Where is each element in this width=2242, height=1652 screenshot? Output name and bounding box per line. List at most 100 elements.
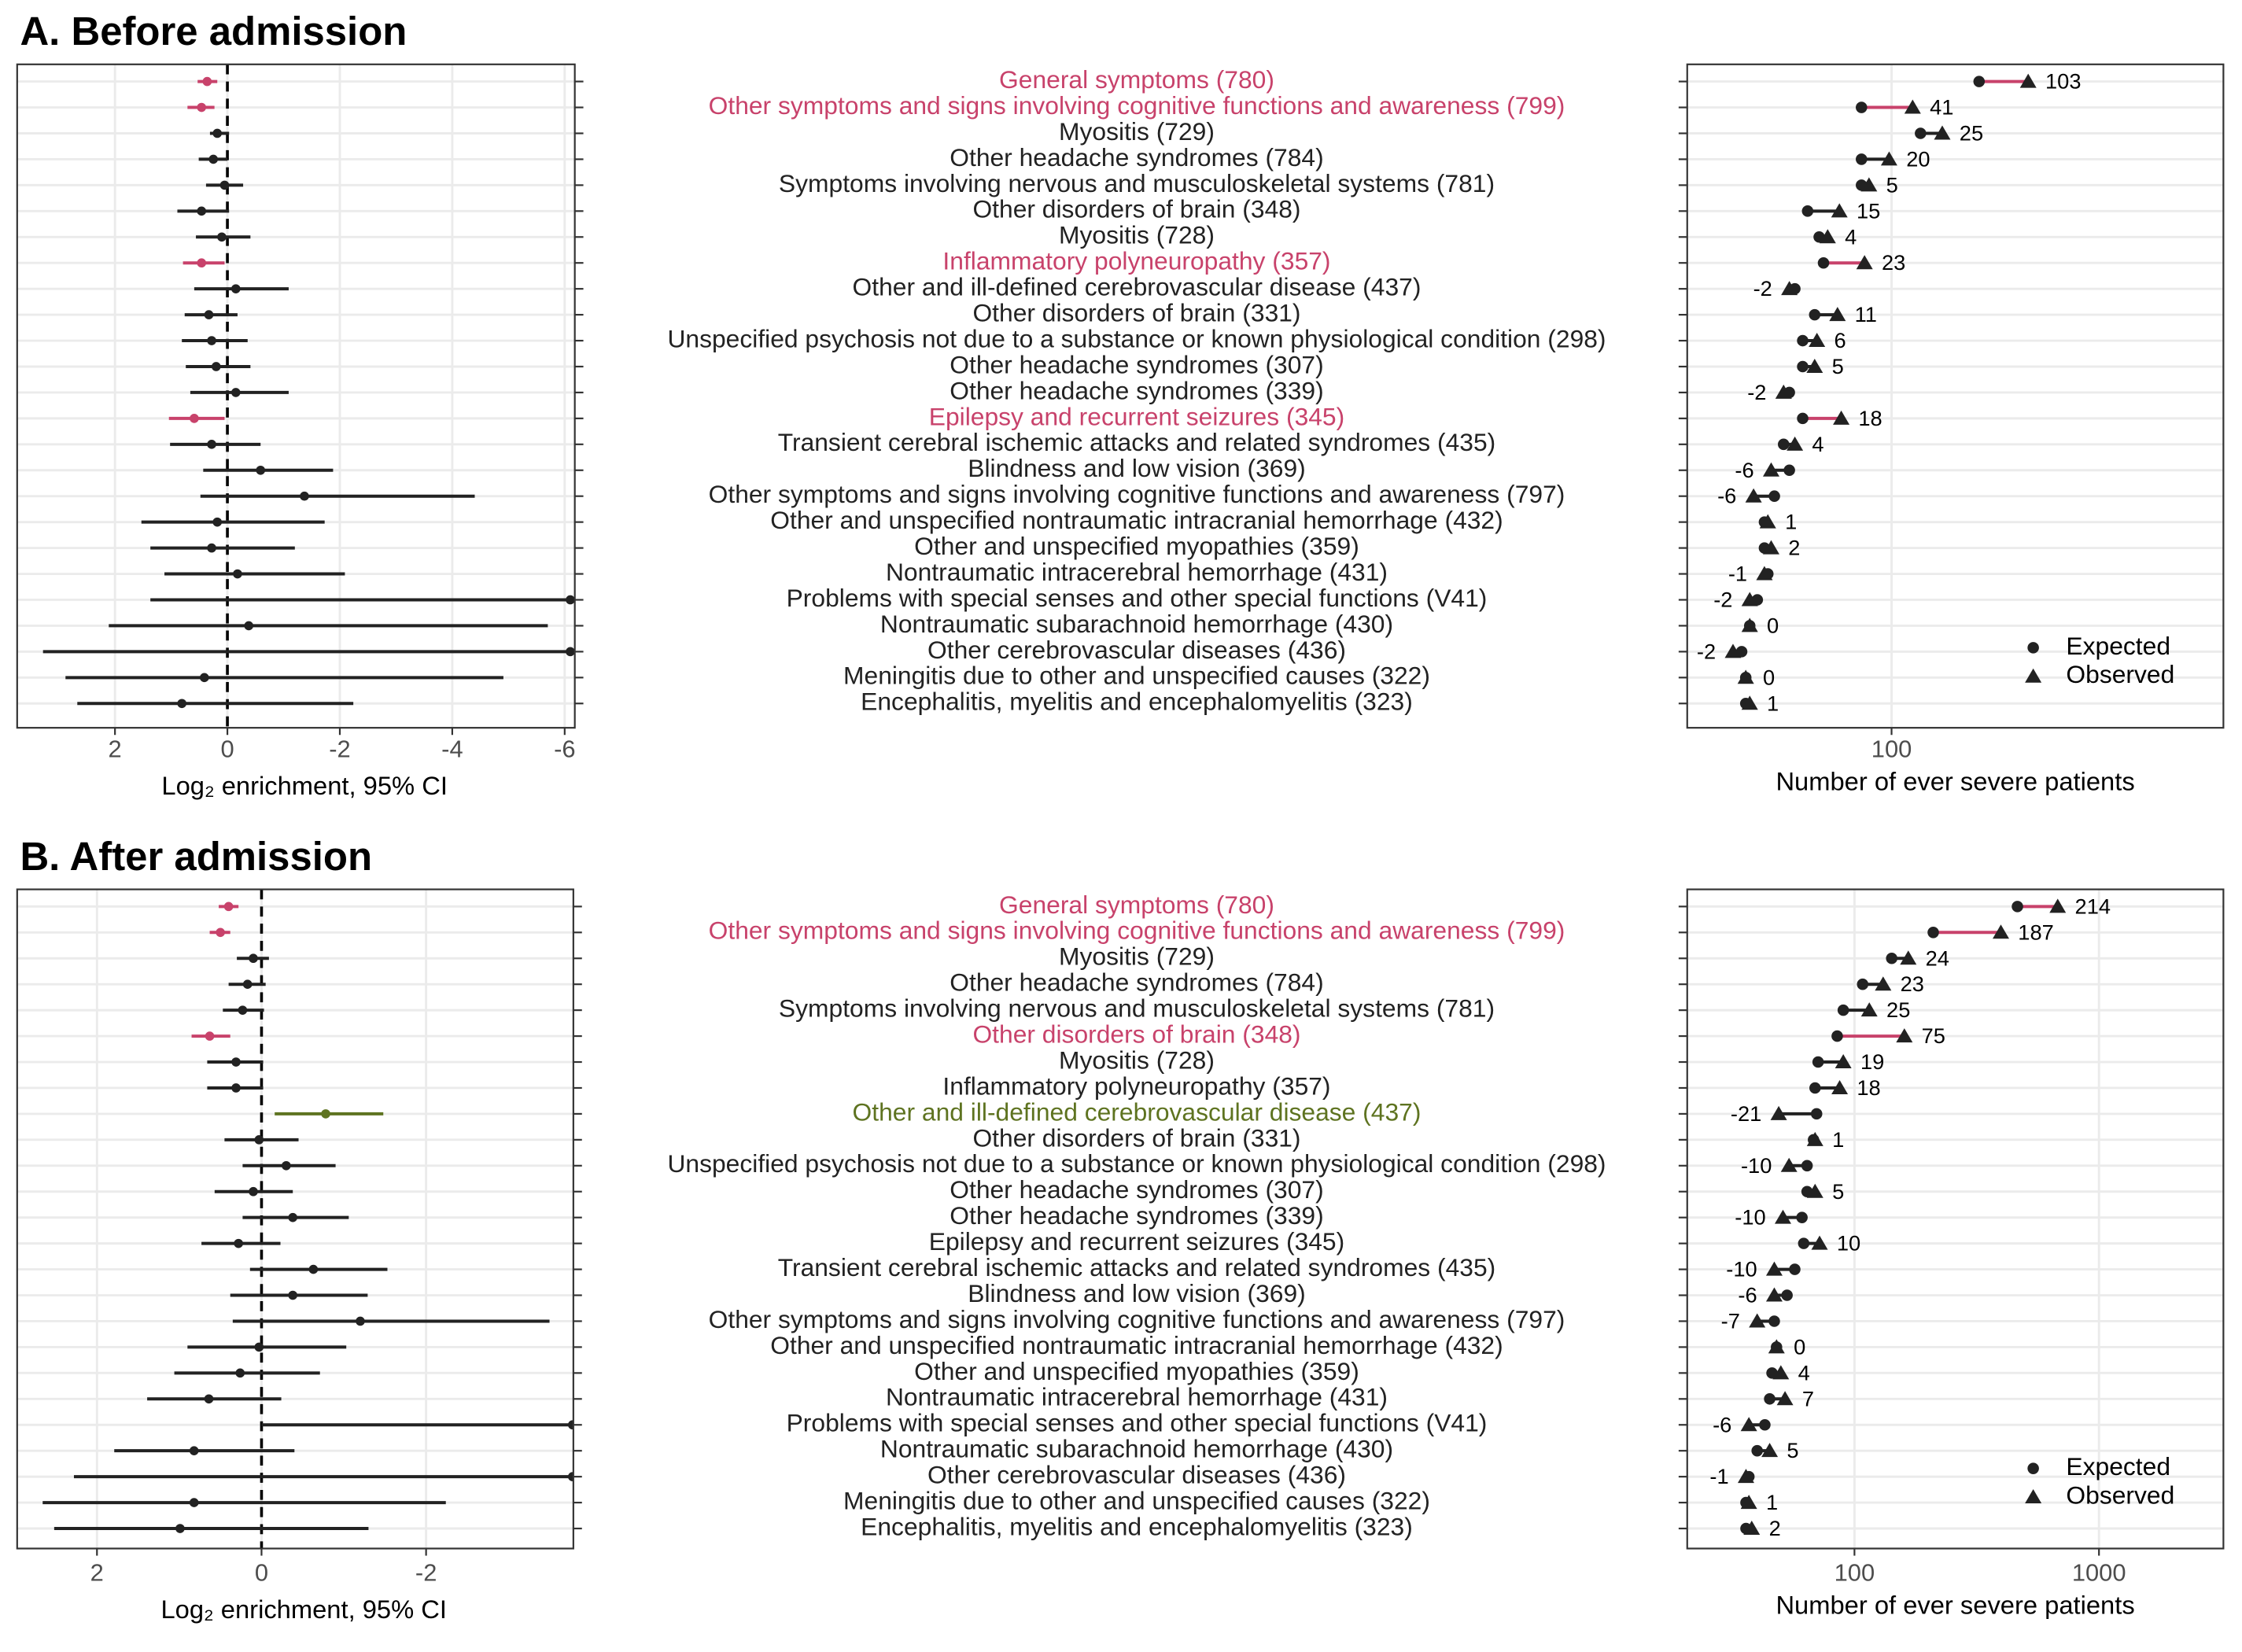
- difference-label: 6: [1834, 328, 1846, 352]
- category-label: Myositis (729): [1059, 942, 1215, 971]
- observed-marker: [1831, 1079, 1849, 1094]
- expected-marker: [1810, 1108, 1823, 1120]
- estimate-point: [216, 927, 225, 938]
- expected-marker: [1856, 101, 1868, 113]
- category-label: Encephalitis, myelitis and encephalomyel…: [861, 688, 1413, 716]
- category-label: Myositis (728): [1059, 221, 1215, 249]
- observed-marker: [1856, 255, 1873, 270]
- difference-label: 5: [1832, 354, 1844, 378]
- category-label: Blindness and low vision (369): [968, 1279, 1305, 1307]
- expected-marker: [1886, 952, 1897, 964]
- category-label: Nontraumatic subarachnoid hemorrhage (43…: [880, 610, 1393, 638]
- difference-label: 4: [1812, 432, 1823, 456]
- category-label: Transient cerebral ischemic attacks and …: [778, 1253, 1496, 1281]
- plot-layer: 103412520515423-21165-2184-6-612-1-20-20…: [1687, 64, 2224, 728]
- difference-label: 24: [1926, 946, 1949, 970]
- difference-label: 4: [1845, 224, 1857, 249]
- difference-label: -6: [1713, 1412, 1731, 1436]
- observed-marker: [1762, 462, 1779, 477]
- category-label: Other symptoms and signs involving cogni…: [709, 91, 1565, 120]
- observed-marker: [1765, 1287, 1783, 1302]
- difference-label: 25: [1960, 121, 1983, 146]
- difference-label: 5: [1787, 1438, 1798, 1462]
- observed-marker: [2049, 898, 2067, 913]
- estimate-point: [205, 1031, 215, 1041]
- difference-label: 0: [1794, 1334, 1805, 1359]
- estimate-point: [249, 953, 258, 964]
- estimate-point: [197, 206, 207, 216]
- category-label: Myositis (729): [1059, 117, 1215, 146]
- category-label: General symptoms (780): [999, 891, 1274, 919]
- category-label: Blindness and low vision (369): [968, 454, 1305, 482]
- observed-marker: [1741, 592, 1758, 607]
- observed-marker: [1833, 410, 1850, 425]
- difference-label: 2: [1769, 1516, 1781, 1540]
- estimate-point: [235, 1368, 245, 1378]
- estimate-point: [321, 1109, 330, 1119]
- category-label: Other cerebrovascular diseases (436): [927, 1461, 1346, 1489]
- observed-marker: [1831, 203, 1848, 218]
- observed-marker: [1772, 1365, 1790, 1380]
- estimate-point: [249, 1186, 258, 1197]
- plot-layer: 214187242325751918-211-105-1010-10-6-704…: [1687, 889, 2224, 1549]
- expected-marker: [1796, 1211, 1808, 1223]
- observed-marker: [1809, 333, 1826, 348]
- observed-marker: [1761, 1443, 1779, 1458]
- observed-marker: [1740, 1417, 1757, 1432]
- category-label: Unspecified psychosis not due to a subst…: [667, 324, 1606, 352]
- observed-marker: [1756, 566, 1773, 581]
- difference-label: 1: [1832, 1127, 1844, 1152]
- plot-border: [16, 888, 574, 1550]
- difference-label: 41: [1930, 95, 1953, 120]
- category-label: Other and unspecified nontraumatic intra…: [770, 506, 1503, 534]
- estimate-point: [207, 543, 216, 553]
- category-label: Other disorders of brain (331): [972, 1123, 1300, 1152]
- x-tick-label: -2: [415, 1558, 437, 1586]
- legend-label: Observed: [2066, 660, 2174, 688]
- observed-marker: [1780, 1157, 1798, 1172]
- difference-label: 0: [1763, 665, 1775, 689]
- difference-label: 0: [1767, 613, 1779, 637]
- category-label: Other disorders of brain (348): [972, 195, 1300, 223]
- plot-background: [1687, 64, 2224, 728]
- estimate-point: [238, 1005, 248, 1015]
- observed-marker: [1875, 976, 1892, 991]
- expected-marker: [2012, 901, 2023, 913]
- category-label: Transient cerebral ischemic attacks and …: [778, 428, 1496, 456]
- category-label: Symptoms involving nervous and musculosk…: [779, 994, 1495, 1023]
- category-label: Problems with special senses and other s…: [787, 1409, 1488, 1437]
- observed-marker: [1860, 177, 1878, 192]
- observed-marker: [1774, 1209, 1791, 1224]
- observed-marker: [1781, 281, 1798, 296]
- difference-label: 2: [1788, 536, 1800, 560]
- category-label: Epilepsy and recurrent seizures (345): [929, 402, 1344, 430]
- estimate-point: [254, 1135, 264, 1145]
- estimate-point: [288, 1290, 298, 1300]
- observed-marker: [1737, 1469, 1754, 1484]
- estimate-point: [356, 1316, 365, 1326]
- observed-marker: [1765, 1261, 1783, 1276]
- difference-label: 5: [1886, 172, 1898, 197]
- observed-marker: [1762, 540, 1779, 555]
- category-label: Nontraumatic intracerebral hemorrhage (4…: [886, 1383, 1388, 1411]
- difference-label: -10: [1741, 1153, 1772, 1178]
- observed-marker: [1934, 125, 1951, 140]
- estimate-point: [219, 180, 230, 190]
- expected-marker: [1798, 1237, 1810, 1249]
- observed-marker: [1787, 436, 1804, 451]
- x-tick-label: 2: [90, 1558, 104, 1586]
- estimate-point: [197, 258, 207, 268]
- category-label: Other symptoms and signs involving cogni…: [709, 916, 1565, 945]
- observed-marker: [1904, 99, 1921, 114]
- category-label: Meningitis due to other and unspecified …: [843, 662, 1430, 690]
- legend-label: Expected: [2066, 632, 2170, 660]
- category-label: Other and unspecified nontraumatic intra…: [770, 1331, 1503, 1359]
- estimate-point: [234, 1238, 243, 1248]
- expected-marker: [1759, 1418, 1771, 1431]
- expected-marker: [1927, 927, 1939, 938]
- estimate-point: [300, 491, 309, 501]
- expected-marker: [1764, 1393, 1776, 1405]
- legend-key: [2027, 1462, 2039, 1474]
- expected-marker: [1837, 1004, 1849, 1016]
- plot-border: [1686, 888, 2225, 1550]
